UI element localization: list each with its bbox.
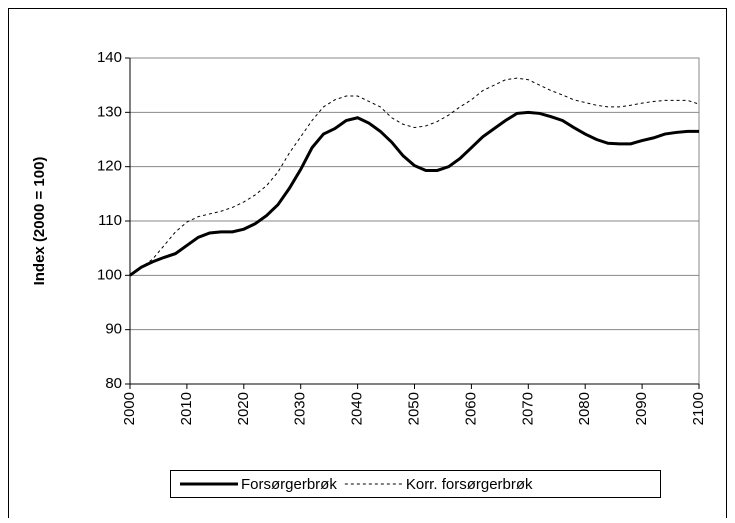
x-tick-label: 2050 xyxy=(405,392,422,425)
x-tick-label: 2030 xyxy=(292,392,309,425)
x-tick-label: 2020 xyxy=(235,392,252,425)
chart-frame xyxy=(8,8,727,523)
x-tick-label: 2070 xyxy=(519,392,536,425)
x-tick-label: 2040 xyxy=(349,392,366,425)
legend-label: Korr. forsørgerbrøk xyxy=(406,476,533,493)
x-tick-label: 2010 xyxy=(178,392,195,425)
y-tick-label: 120 xyxy=(97,158,122,175)
y-tick-label: 90 xyxy=(105,321,122,338)
y-axis-label: Index (2000 = 100) xyxy=(31,157,48,286)
x-tick-label: 2100 xyxy=(690,392,707,425)
x-tick-label: 2060 xyxy=(462,392,479,425)
x-tick-label: 2090 xyxy=(633,392,650,425)
line-series xyxy=(129,110,699,277)
y-tick-label: 110 xyxy=(98,212,122,229)
y-tick-label: 140 xyxy=(97,49,122,66)
legend-label: Forsørgerbrøk xyxy=(241,476,337,493)
y-tick-label: 80 xyxy=(105,375,122,392)
legend-box xyxy=(170,470,661,498)
line-series xyxy=(129,77,700,276)
y-tick-label: 130 xyxy=(97,103,122,120)
x-tick-label: 2000 xyxy=(121,392,138,425)
y-tick-label: 100 xyxy=(97,266,122,283)
x-tick-label: 2080 xyxy=(576,392,593,425)
